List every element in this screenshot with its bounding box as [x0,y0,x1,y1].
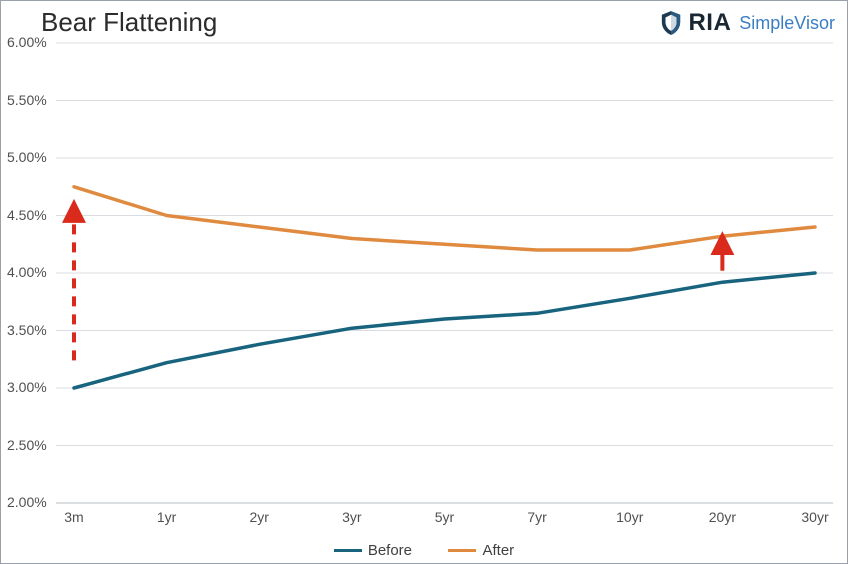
x-tick-label: 3yr [342,509,361,525]
y-tick-label: 4.00% [7,264,47,280]
x-tick-label: 7yr [527,509,546,525]
legend-item-before: Before [334,542,412,559]
y-tick-label: 6.00% [7,34,47,50]
y-tick-label: 3.00% [7,379,47,395]
legend-label-before: Before [368,542,412,559]
plot-area [56,43,833,503]
y-tick-label: 4.50% [7,207,47,223]
logo-text-ria: RIA [688,9,731,37]
x-tick-label: 2yr [250,509,269,525]
chart-container: Bear Flattening RIA SimpleVisor 2.00% 2.5… [0,0,848,564]
x-tick-label: 5yr [435,509,454,525]
shield-icon [660,10,682,36]
x-tick-label: 30yr [801,509,828,525]
legend-label-after: After [482,542,514,559]
x-tick-label: 1yr [157,509,176,525]
y-tick-label: 3.50% [7,322,47,338]
logo-text-simplevisor: SimpleVisor [739,13,835,34]
x-tick-label: 20yr [709,509,736,525]
y-tick-label: 5.50% [7,92,47,108]
x-tick-label: 3m [64,509,83,525]
chart-title: Bear Flattening [41,7,217,38]
brand-logo: RIA SimpleVisor [660,9,835,37]
x-tick-label: 10yr [616,509,643,525]
legend: Before After [1,539,847,559]
legend-swatch-before [334,549,362,552]
y-tick-label: 2.50% [7,437,47,453]
legend-swatch-after [448,549,476,552]
legend-item-after: After [448,542,514,559]
y-tick-label: 2.00% [7,494,47,510]
y-tick-label: 5.00% [7,149,47,165]
